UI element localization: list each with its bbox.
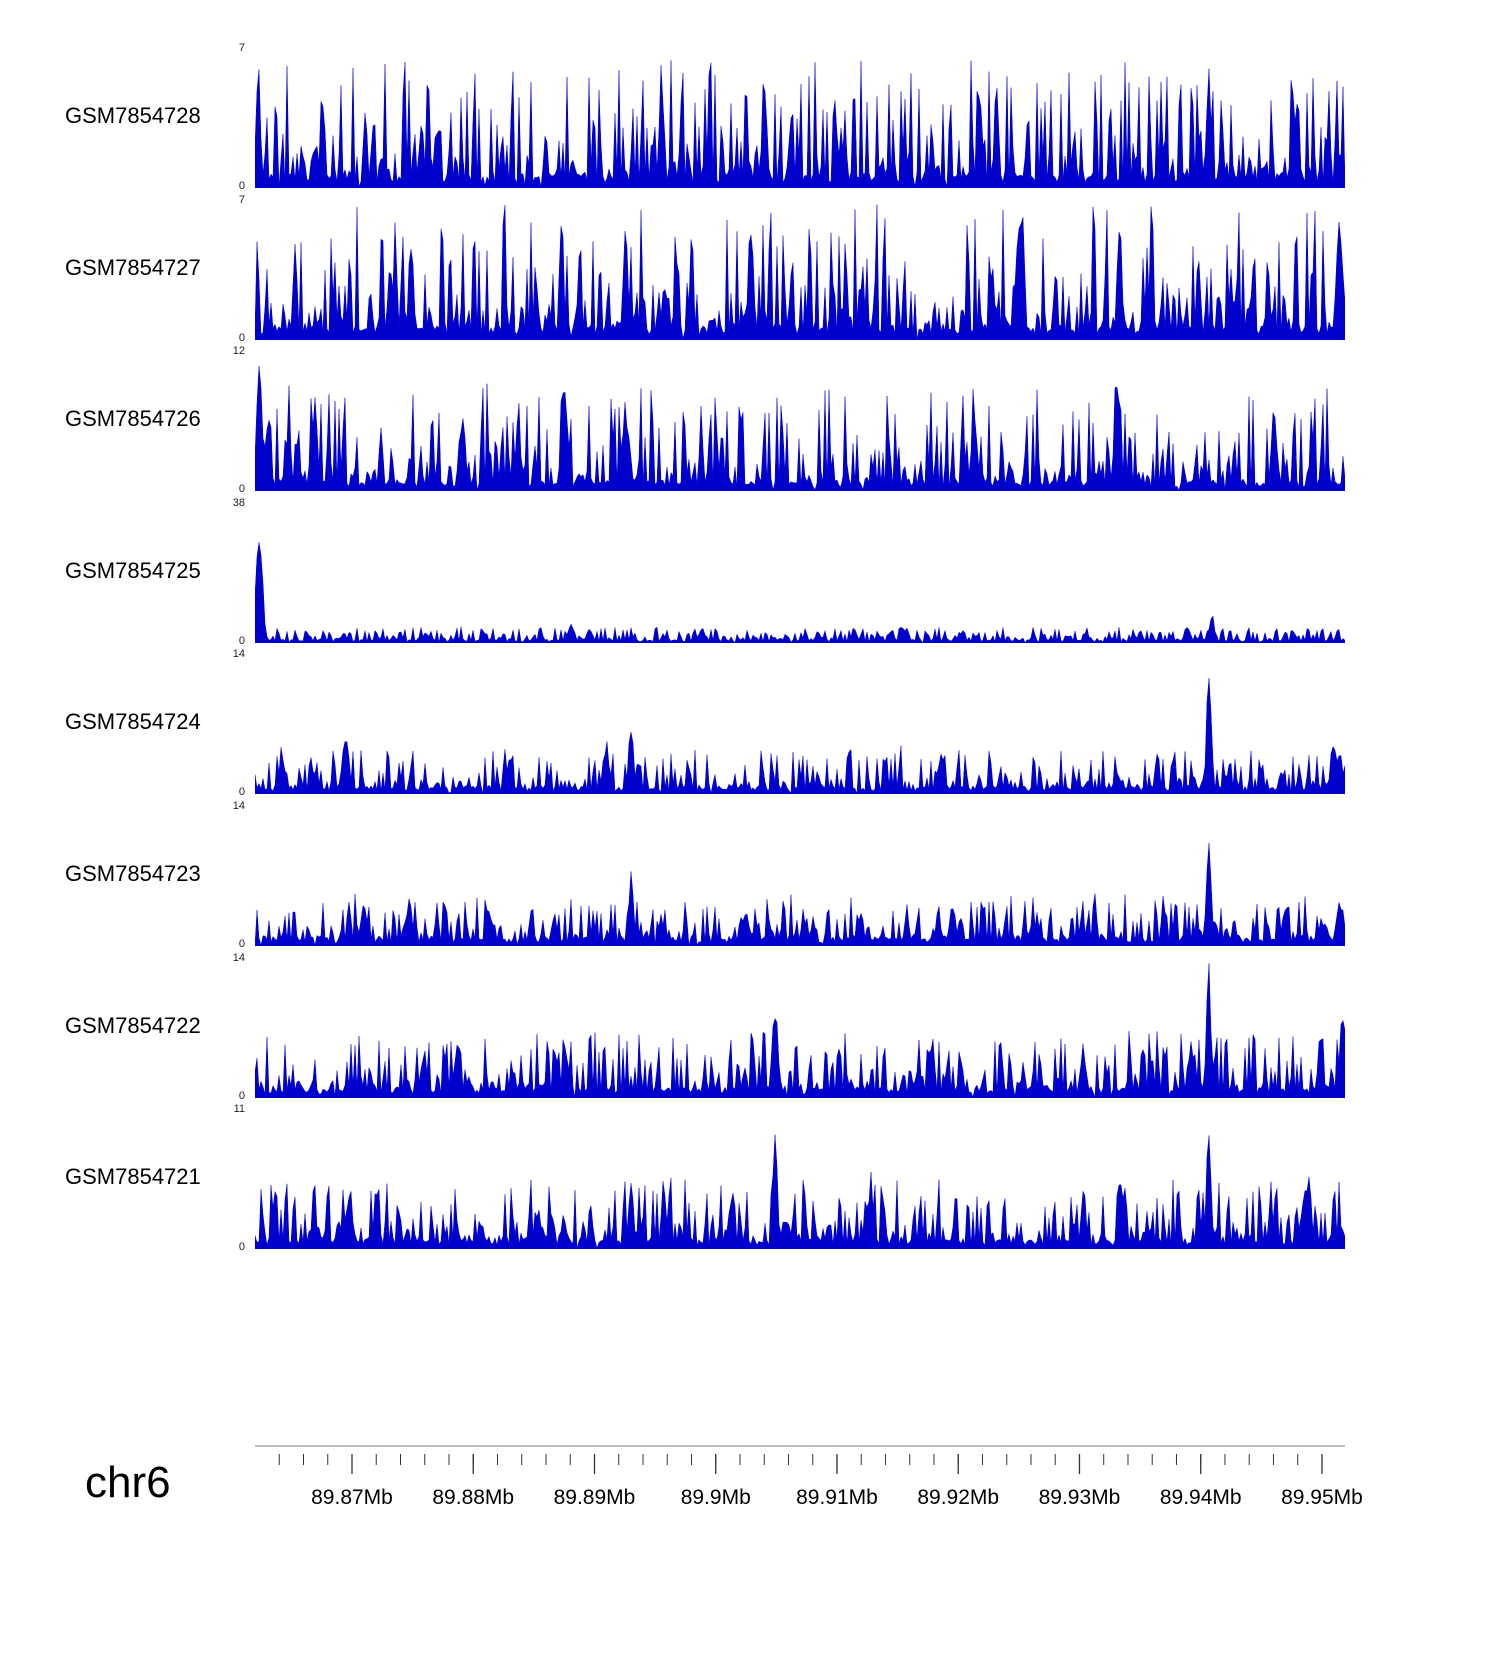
track-label: GSM7854727 xyxy=(65,254,201,280)
coverage-area xyxy=(255,678,1345,795)
track-label: GSM7854728 xyxy=(65,103,201,128)
track-row: GSM7854727 7 0 xyxy=(0,194,1500,344)
axis-tick-label: 89.91Mb xyxy=(796,1486,878,1509)
track-label: GSM7854721 xyxy=(65,1164,201,1190)
coverage-area xyxy=(255,1134,1345,1250)
coverage-area xyxy=(255,204,1345,340)
coverage-area xyxy=(255,60,1345,188)
y-axis-min-label: 0 xyxy=(238,938,245,950)
y-axis-max-label: 7 xyxy=(238,193,245,206)
coverage-area xyxy=(255,962,1345,1098)
track-label: GSM7854723 xyxy=(65,861,201,886)
axis-tick-label: 89.87Mb xyxy=(311,1486,393,1509)
y-axis-min-label: 0 xyxy=(238,1241,245,1254)
coverage-plot xyxy=(255,678,1345,795)
y-axis-min-label: 0 xyxy=(238,331,245,344)
track-row: GSM7854724 14 0 xyxy=(0,648,1500,798)
chromosome-label: chr6 xyxy=(85,1458,171,1507)
y-axis-max-label: 11 xyxy=(233,1103,245,1116)
y-axis-min-label: 0 xyxy=(238,634,245,647)
axis-tick-label: 89.93Mb xyxy=(1039,1486,1121,1509)
y-axis-min-label: 0 xyxy=(238,180,245,192)
axis-tick-label: 89.95Mb xyxy=(1281,1486,1363,1509)
coverage-plot xyxy=(255,962,1345,1098)
y-axis-max-label: 7 xyxy=(238,42,245,54)
track-row: GSM7854723 14 0 xyxy=(0,800,1500,950)
axis-tick-label: 89.88Mb xyxy=(432,1486,514,1509)
coverage-plot xyxy=(255,204,1345,340)
track-label: GSM7854722 xyxy=(65,1012,201,1038)
coverage-plot xyxy=(255,542,1345,643)
coverage-area xyxy=(255,366,1345,492)
coverage-plot xyxy=(255,366,1345,492)
track-row: GSM7854725 38 0 xyxy=(0,497,1500,647)
track-label: GSM7854726 xyxy=(65,406,201,432)
y-axis-min-label: 0 xyxy=(238,1089,245,1102)
track-label: GSM7854725 xyxy=(65,557,201,583)
axis-tick-label: 89.92Mb xyxy=(917,1486,999,1509)
axis-tick-label: 89.9Mb xyxy=(681,1486,751,1509)
y-axis-min-label: 0 xyxy=(238,786,245,799)
coverage-plot xyxy=(255,843,1345,946)
y-axis-max-label: 14 xyxy=(232,800,245,812)
axis-tick-label: 89.89Mb xyxy=(554,1486,636,1509)
coverage-area xyxy=(255,843,1345,946)
coverage-plot xyxy=(255,1134,1345,1250)
y-axis-max-label: 38 xyxy=(232,496,245,509)
track-row: GSM7854728 7 0 xyxy=(0,42,1500,192)
coverage-area xyxy=(255,542,1345,643)
y-axis-max-label: 14 xyxy=(232,951,245,964)
genome-axis: 89.87Mb 89.88Mb 89.89Mb 89.9Mb 89.91Mb 89.92M… xyxy=(255,1445,1363,1509)
axis-tick-label: 89.94Mb xyxy=(1160,1486,1242,1509)
y-axis-max-label: 12 xyxy=(232,345,245,358)
track-row: GSM7854721 11 0 xyxy=(0,1103,1500,1253)
coverage-plot xyxy=(255,60,1345,188)
y-axis-max-label: 14 xyxy=(232,648,245,661)
track-row: GSM7854726 12 0 xyxy=(0,345,1500,495)
track-label: GSM7854724 xyxy=(65,709,201,735)
y-axis-min-label: 0 xyxy=(238,483,245,496)
track-row: GSM7854722 14 0 xyxy=(0,952,1500,1102)
